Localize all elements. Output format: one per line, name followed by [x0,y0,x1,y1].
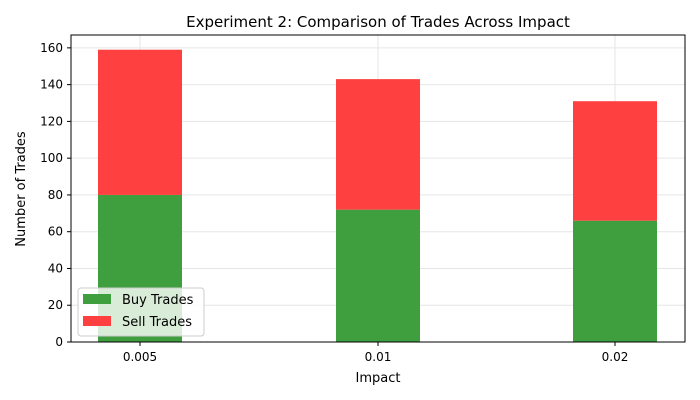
y-tick-label-1: 20 [48,298,63,312]
legend-swatch-sell-trades [83,316,111,326]
bar-sell-trades-0 [98,49,182,195]
y-tick-label-4: 80 [48,188,63,202]
chart-title: Experiment 2: Comparison of Trades Acros… [186,13,570,31]
y-tick-label-3: 60 [48,225,63,239]
axis-ticks: 0 20 40 60 80 100 120 140 160 0.005 0.01 0.02 [40,41,628,364]
legend-label-buy-trades: Buy Trades [122,293,194,308]
legend-label-sell-trades: Sell Trades [122,315,192,330]
bar-sell-trades-2 [573,101,657,221]
y-tick-label-0: 0 [55,335,63,349]
y-tick-label-8: 160 [40,41,63,55]
bar-buy-trades-2 [573,220,657,342]
x-tick-label-1: 0.01 [365,350,392,364]
y-tick-label-6: 120 [40,114,63,128]
x-tick-label-0: 0.005 [123,350,157,364]
legend-swatch-buy-trades [83,294,111,304]
bar-buy-trades-1 [336,209,420,342]
y-tick-label-5: 100 [40,151,63,165]
y-tick-label-7: 140 [40,78,63,92]
x-tick-label-2: 0.02 [602,350,629,364]
legend: Buy Trades Sell Trades [77,287,205,337]
bar-sell-trades-1 [336,79,420,210]
x-axis-label: Impact [356,371,401,386]
y-axis-label: Number of Trades [14,131,29,247]
y-tick-label-2: 40 [48,261,63,275]
